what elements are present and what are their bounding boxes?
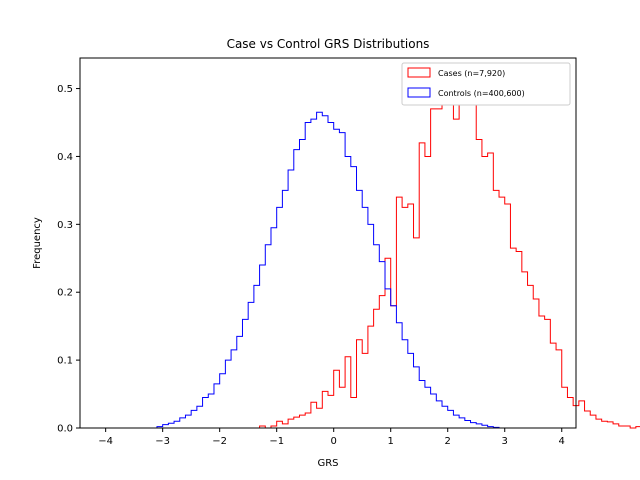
- legend-swatch-cases: [407, 67, 431, 78]
- histogram-series-controls: [105, 111, 562, 429]
- x-axis: −4 −3 −2 −1 0 1 2 3 4: [98, 428, 565, 447]
- y-tick-label: 0.3: [57, 220, 73, 231]
- y-tick-label: 0.1: [57, 356, 73, 367]
- x-tick-label: 4: [559, 436, 565, 447]
- legend-label-controls: Controls (n=400,600): [438, 89, 525, 98]
- x-tick-label: −3: [155, 436, 170, 447]
- legend-box: [401, 62, 571, 106]
- x-tick-label: −2: [212, 436, 227, 447]
- x-tick-label: 2: [445, 436, 451, 447]
- y-tick-label: 0.5: [57, 84, 73, 95]
- x-tick-label: 0: [331, 436, 337, 447]
- x-tick-label: −1: [269, 436, 284, 447]
- y-axis-label: Frequency: [32, 217, 43, 269]
- chart-title: Case vs Control GRS Distributions: [227, 37, 430, 51]
- y-tick-label: 0.2: [57, 288, 73, 299]
- y-axis: 0.0 0.1 0.2 0.3 0.4 0.5: [57, 84, 80, 435]
- y-tick-label: 0.0: [57, 424, 73, 435]
- x-tick-label: −4: [98, 436, 113, 447]
- legend: Cases (n=7,920) Controls (n=400,600): [401, 62, 571, 106]
- axes-frame: [79, 57, 577, 429]
- legend-swatch-controls: [407, 87, 431, 98]
- legend-label-cases: Cases (n=7,920): [438, 69, 505, 78]
- y-tick-label: 0.4: [57, 152, 73, 163]
- x-axis-label: GRS: [317, 458, 338, 469]
- x-tick-label: 1: [388, 436, 394, 447]
- x-tick-label: 3: [502, 436, 508, 447]
